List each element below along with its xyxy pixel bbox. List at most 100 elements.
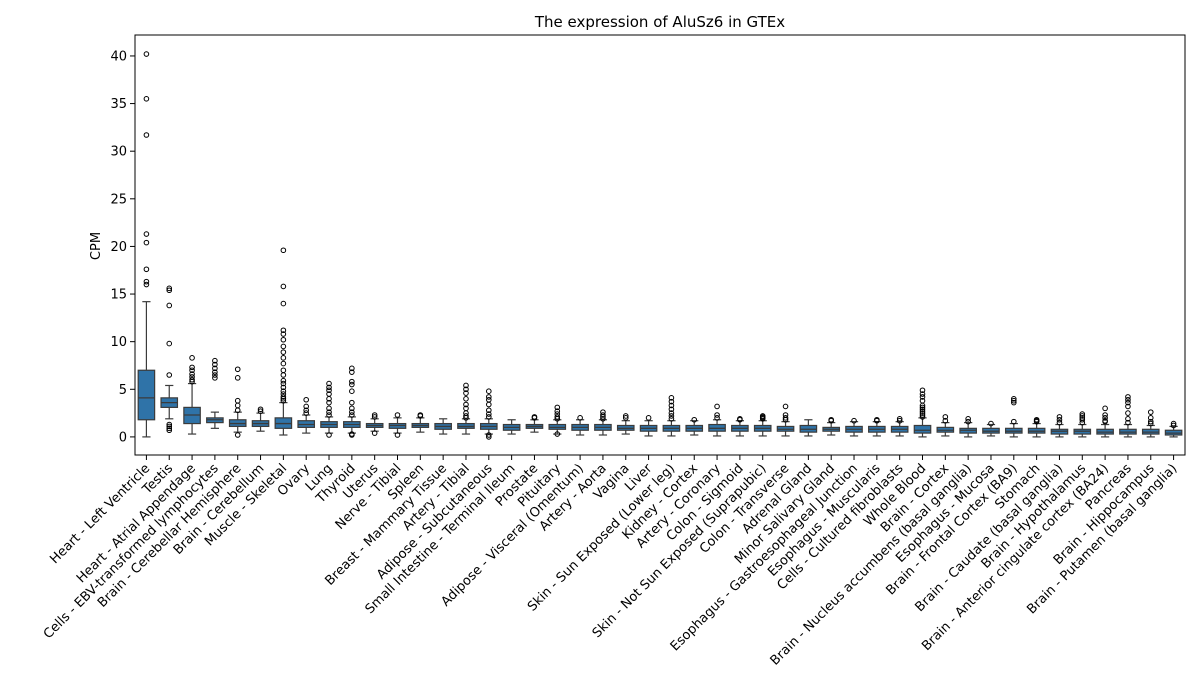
outlier-point: [143, 278, 150, 285]
outlier-point: [668, 395, 675, 401]
outlier-point: [166, 423, 173, 430]
outlier-point: [349, 405, 355, 412]
outlier-point: [896, 416, 903, 422]
outlier-point: [919, 414, 926, 420]
outlier-point: [919, 387, 926, 394]
outlier-point: [463, 382, 469, 389]
outlier-point: [280, 300, 287, 307]
outlier-point: [280, 391, 287, 397]
outlier-point: [349, 399, 355, 406]
outlier-point: [828, 416, 834, 423]
outlier-point: [280, 384, 287, 391]
outlier-point: [1102, 417, 1108, 424]
outlier-point: [486, 414, 492, 420]
outlier-point: [166, 427, 173, 434]
outlier-point: [166, 285, 173, 292]
outlier-point: [1102, 415, 1108, 421]
outlier-point: [714, 412, 720, 418]
outlier-point: [554, 414, 561, 420]
outlier-point: [463, 401, 469, 408]
outlier-point: [600, 416, 606, 422]
outlier-point: [1079, 415, 1086, 421]
outlier-point: [668, 398, 675, 405]
outlier-point: [303, 410, 309, 416]
outlier-point: [714, 415, 720, 421]
outlier-point: [1079, 411, 1086, 417]
outlier-point: [189, 371, 195, 377]
y-axis-title: CPM: [89, 232, 104, 260]
outlier-point: [143, 51, 150, 57]
outlier-point: [280, 327, 287, 334]
outlier-point: [349, 381, 355, 388]
outlier-point: [942, 417, 949, 424]
outlier-point: [851, 417, 857, 424]
outlier-point: [714, 403, 720, 410]
outlier-point: [1011, 399, 1017, 406]
outlier-point: [919, 391, 926, 397]
outlier-point: [326, 432, 332, 438]
outlier-point: [782, 403, 789, 410]
outlier-point: [280, 367, 287, 374]
outlier-point: [919, 397, 926, 404]
outlier-point: [212, 357, 218, 364]
outlier-point: [326, 409, 332, 415]
outlier-point: [280, 283, 287, 290]
outlier-point: [371, 414, 378, 420]
outlier-point: [280, 247, 287, 254]
outlier-point: [280, 397, 287, 404]
outlier-point: [1056, 416, 1063, 423]
outlier-point: [554, 408, 561, 414]
outlier-point: [668, 413, 675, 419]
outlier-point: [691, 416, 698, 423]
outlier-point: [280, 355, 287, 361]
outlier-point: [303, 407, 309, 414]
outlier-point: [143, 132, 150, 138]
outlier-point: [234, 366, 241, 373]
y-tick-label: 5: [119, 383, 127, 398]
outlier-point: [463, 405, 469, 412]
outlier-point: [189, 364, 195, 371]
outlier-point: [280, 343, 287, 350]
outlier-point: [919, 406, 926, 413]
outlier-point: [668, 410, 675, 416]
outlier-point: [965, 416, 971, 422]
outlier-point: [280, 394, 287, 400]
outlier-point: [280, 377, 287, 384]
outlier-point: [737, 416, 743, 422]
outlier-point: [234, 402, 241, 409]
outlier-point: [212, 365, 218, 372]
outlier-point: [349, 369, 355, 375]
outlier-point: [143, 231, 150, 237]
outlier-point: [1147, 409, 1154, 415]
outlier-point: [371, 412, 378, 418]
y-tick-label: 30: [110, 145, 127, 160]
outlier-point: [1147, 415, 1154, 421]
outlier-point: [622, 415, 629, 421]
outlier-point: [1033, 416, 1040, 423]
outlier-point: [349, 431, 355, 437]
plot-frame: [134, 34, 1186, 456]
outlier-point: [919, 394, 926, 400]
outlier-point: [212, 369, 218, 375]
outlier-point: [234, 432, 241, 438]
outlier-point: [280, 372, 287, 378]
outlier-point: [349, 409, 355, 415]
outlier-point: [1011, 418, 1017, 425]
outlier-point: [257, 406, 264, 413]
outlier-point: [988, 420, 994, 427]
outlier-point: [554, 404, 561, 411]
outlier-point: [303, 396, 309, 403]
outlier-point: [1056, 414, 1063, 420]
outlier-point: [143, 281, 150, 288]
outlier-point: [486, 411, 492, 417]
outlier-point: [874, 416, 880, 423]
outlier-point: [1147, 418, 1154, 425]
outlier-point: [189, 367, 195, 374]
outlier-point: [1125, 403, 1131, 410]
outlier-point: [1170, 422, 1177, 429]
outlier-point: [189, 355, 195, 361]
outlier-point: [371, 430, 378, 436]
y-tick-label: 40: [110, 49, 127, 64]
